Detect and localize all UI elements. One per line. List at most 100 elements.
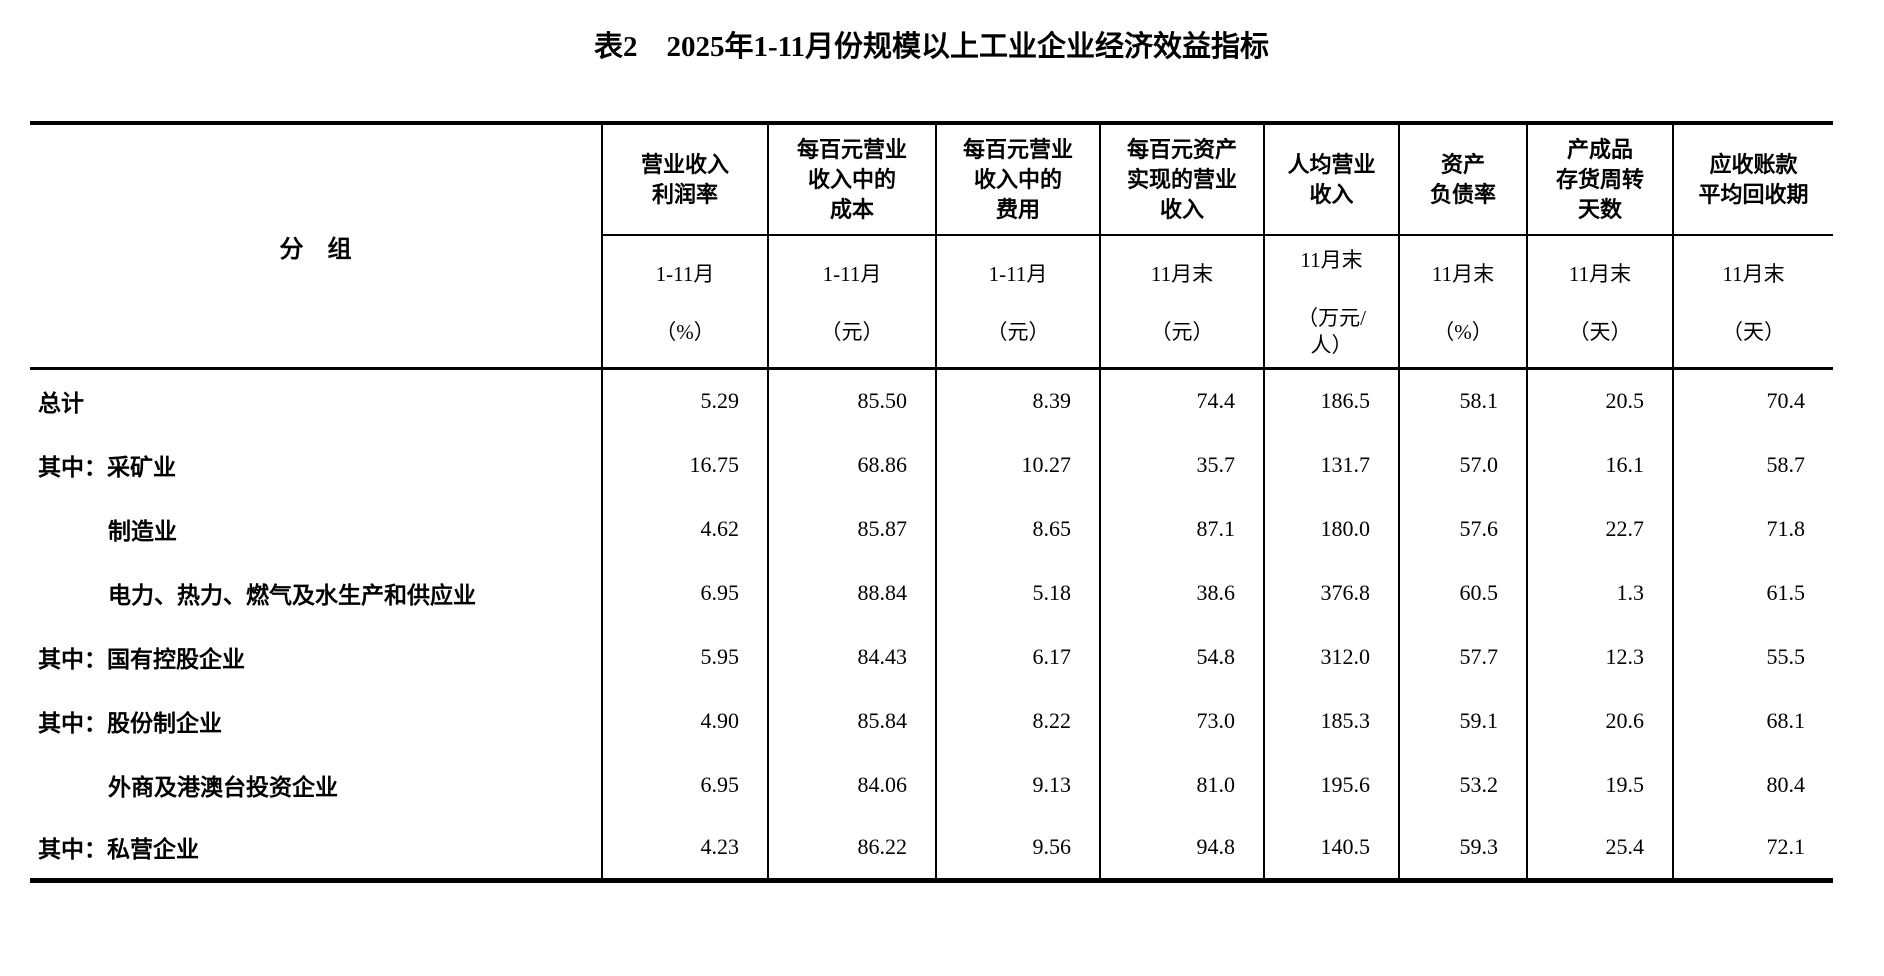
value-cell: 80.4 bbox=[1766, 771, 1806, 797]
value-cell: 55.5 bbox=[1766, 643, 1806, 669]
value-cell: 59.3 bbox=[1399, 816, 1528, 881]
row-label: 其中：股份制企业 bbox=[30, 688, 603, 753]
value-cell: 6.95 bbox=[602, 560, 769, 625]
column-period-cell: 1-11月 （元） bbox=[768, 235, 937, 370]
column-period-cell: 11月末 （天） bbox=[1527, 235, 1674, 370]
table-row: 其中：私营企业 4.23 86.22 9.56 94.8 140.5 59.3 25.4 72.… bbox=[30, 816, 1833, 881]
value-cell: 185.3 bbox=[1264, 688, 1400, 753]
value-cell: 20.6 bbox=[1527, 688, 1674, 753]
column-period: 11月末 bbox=[1150, 261, 1214, 286]
column-unit: （元） bbox=[1150, 319, 1214, 344]
column-period: 11月末 bbox=[1722, 261, 1785, 286]
value-cell: 312.0 bbox=[1264, 624, 1400, 689]
value-cell: 140.5 bbox=[1264, 816, 1400, 881]
value-cell: 6.17 bbox=[936, 624, 1101, 689]
value-cell: 8.65 bbox=[936, 496, 1101, 561]
value-cell: 16.1 bbox=[1527, 432, 1674, 497]
column-period-cell: 11月末 （天） bbox=[1673, 235, 1833, 370]
column-period-cell: 11月末 （元） bbox=[1100, 235, 1265, 370]
value-cell: 8.22 bbox=[936, 688, 1101, 753]
column-header-accounts-receivable-collection-period: 应收账款 平均回收期 bbox=[1673, 123, 1833, 236]
column-header-finished-goods-inventory-turnover-days: 产成品 存货周转 天数 bbox=[1527, 123, 1674, 236]
row-label: 其中：采矿业 bbox=[30, 432, 603, 497]
column-header-operating-revenue-profit-rate: 营业收入 利润率 bbox=[602, 123, 769, 236]
row-label: 其中：私营企业 bbox=[30, 816, 603, 881]
value-cell: 20.5 bbox=[1527, 368, 1674, 433]
column-header-cost-per-100-yuan-revenue: 每百元营业 收入中的 成本 bbox=[768, 123, 937, 236]
column-unit: （万元/ 人） bbox=[1297, 306, 1366, 357]
value-cell: 376.8 bbox=[1264, 560, 1400, 625]
column-period: 1-11月 bbox=[655, 261, 715, 286]
value-cell: 19.5 bbox=[1527, 752, 1674, 817]
column-unit: （天） bbox=[1722, 319, 1785, 344]
column-period: 11月末 bbox=[1568, 261, 1632, 286]
value-cell: 84.43 bbox=[768, 624, 937, 689]
value-cell: 6.95 bbox=[602, 752, 769, 817]
value-cell: 25.4 bbox=[1527, 816, 1674, 881]
value-cell: 88.84 bbox=[768, 560, 937, 625]
value-cell: 5.18 bbox=[936, 560, 1101, 625]
table-row: 总计 5.29 85.50 8.39 74.4 186.5 58.1 20.5 70.4 bbox=[30, 368, 1833, 433]
value-cell: 74.4 bbox=[1100, 368, 1265, 433]
column-period: 1-11月 bbox=[988, 261, 1048, 286]
value-cell: 68.1 bbox=[1766, 707, 1806, 733]
table-row: 其中：股份制企业 4.90 85.84 8.22 73.0 185.3 59.1 20.6 68… bbox=[30, 688, 1833, 753]
column-header-revenue-per-100-yuan-assets: 每百元资产 实现的营业 收入 bbox=[1100, 123, 1265, 236]
column-header-expense-per-100-yuan-revenue: 每百元营业 收入中的 费用 bbox=[936, 123, 1101, 236]
value-cell: 57.7 bbox=[1399, 624, 1528, 689]
value-cell: 4.90 bbox=[602, 688, 769, 753]
table-body: 总计 5.29 85.50 8.39 74.4 186.5 58.1 20.5 70.4 其中：采… bbox=[30, 368, 1833, 881]
column-unit: （元） bbox=[986, 319, 1050, 344]
value-cell: 5.95 bbox=[602, 624, 769, 689]
column-period-cell: 1-11月 （元） bbox=[936, 235, 1101, 370]
value-cell: 72.1 bbox=[1766, 834, 1806, 860]
table-row: 其中：国有控股企业 5.95 84.43 6.17 54.8 312.0 57.7 12.3 5… bbox=[30, 624, 1833, 689]
value-cell: 9.13 bbox=[936, 752, 1101, 817]
row-label: 电力、热力、燃气及水生产和供应业 bbox=[30, 560, 603, 625]
column-header-asset-liability-ratio: 资产 负债率 bbox=[1399, 123, 1528, 236]
value-cell: 94.8 bbox=[1100, 816, 1265, 881]
value-cell: 68.86 bbox=[768, 432, 937, 497]
value-cell: 70.4 bbox=[1766, 388, 1806, 414]
column-period-cell: 11月末 （万元/ 人） bbox=[1264, 235, 1400, 370]
value-cell: 180.0 bbox=[1264, 496, 1400, 561]
value-cell: 4.62 bbox=[602, 496, 769, 561]
column-period-cell: 11月末 （%） bbox=[1399, 235, 1528, 370]
value-cell: 61.5 bbox=[1766, 579, 1806, 605]
value-cell: 186.5 bbox=[1264, 368, 1400, 433]
table-row: 外商及港澳台投资企业 6.95 84.06 9.13 81.0 195.6 53.2 19.5… bbox=[30, 752, 1833, 817]
row-label: 其中：国有控股企业 bbox=[30, 624, 603, 689]
value-cell: 73.0 bbox=[1100, 688, 1265, 753]
column-header-revenue-per-capita: 人均营业 收入 bbox=[1264, 123, 1400, 236]
value-cell: 87.1 bbox=[1100, 496, 1265, 561]
value-cell: 84.06 bbox=[768, 752, 937, 817]
value-cell: 22.7 bbox=[1527, 496, 1674, 561]
value-cell: 12.3 bbox=[1527, 624, 1674, 689]
table-header: 分 组 营业收入 利润率 每百元营业 收入中的 成本 每百元营业 收入中的 费用… bbox=[30, 123, 1833, 370]
column-unit: （元） bbox=[820, 319, 884, 344]
value-cell: 10.27 bbox=[936, 432, 1101, 497]
value-cell: 53.2 bbox=[1399, 752, 1528, 817]
column-unit: （天） bbox=[1568, 319, 1632, 344]
header-name-row: 分 组 营业收入 利润率 每百元营业 收入中的 成本 每百元营业 收入中的 费用… bbox=[30, 123, 1833, 370]
value-cell: 59.1 bbox=[1399, 688, 1528, 753]
value-cell: 1.3 bbox=[1527, 560, 1674, 625]
value-cell: 195.6 bbox=[1264, 752, 1400, 817]
table-row: 制造业 4.62 85.87 8.65 87.1 180.0 57.6 22.7 71.8 bbox=[30, 496, 1833, 561]
row-label: 制造业 bbox=[30, 496, 603, 561]
header-period-row: 1-11月 （%） 1-11月 （元） 1-11月 （元） 11月末 （元） 1… bbox=[30, 235, 1833, 370]
value-cell: 5.29 bbox=[602, 368, 769, 433]
value-cell: 71.8 bbox=[1766, 515, 1806, 541]
economic-indicators-table: 分 组 营业收入 利润率 每百元营业 收入中的 成本 每百元营业 收入中的 费用… bbox=[30, 121, 1833, 883]
value-cell: 85.87 bbox=[768, 496, 937, 561]
column-unit: （%） bbox=[655, 319, 715, 344]
group-header-cell: 分 组 bbox=[30, 123, 603, 370]
value-cell: 57.0 bbox=[1399, 432, 1528, 497]
value-cell: 86.22 bbox=[768, 816, 937, 881]
column-period-cell: 1-11月 （%） bbox=[602, 235, 769, 370]
column-unit: （%） bbox=[1433, 319, 1493, 344]
row-label: 外商及港澳台投资企业 bbox=[30, 752, 603, 817]
value-cell: 85.50 bbox=[768, 368, 937, 433]
value-cell: 9.56 bbox=[936, 816, 1101, 881]
